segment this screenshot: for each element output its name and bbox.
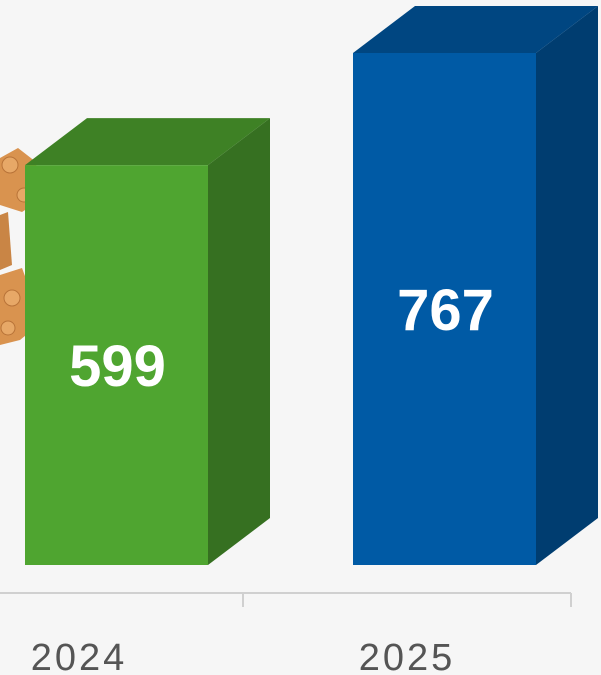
x-tick-label: 2024 <box>31 637 128 675</box>
data-label: 599 <box>69 334 166 399</box>
bar <box>25 165 208 565</box>
stud <box>0 320 16 336</box>
data-label: 767 <box>397 278 494 343</box>
stud <box>1 156 19 174</box>
bar-side <box>536 6 598 565</box>
stud <box>3 289 21 307</box>
brick <box>0 212 12 270</box>
x-tick-label: 2025 <box>359 637 456 675</box>
bar <box>353 53 536 565</box>
bar-side <box>208 118 270 565</box>
bar-top <box>353 6 598 53</box>
bar-top <box>25 118 270 166</box>
